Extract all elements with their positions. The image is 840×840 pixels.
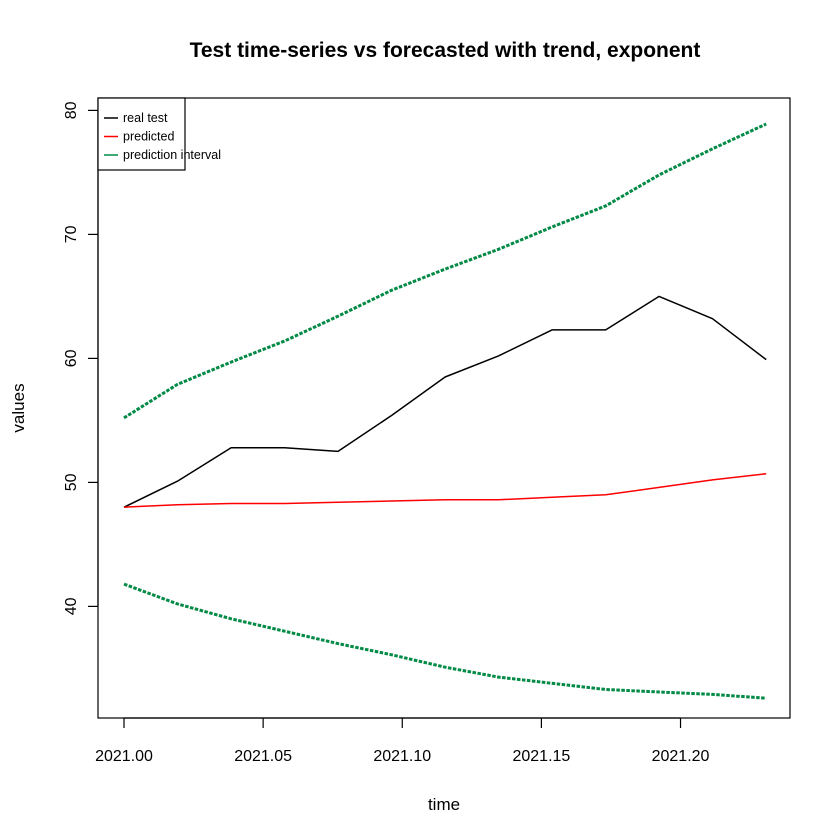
legend-entry: prediction interval xyxy=(123,148,221,162)
x-tick-label: 2021.00 xyxy=(95,748,153,765)
y-tick-label: 60 xyxy=(63,349,80,367)
x-tick-label: 2021.05 xyxy=(234,748,292,765)
y-tick-label: 50 xyxy=(63,473,80,491)
x-tick-label: 2021.15 xyxy=(512,748,570,765)
y-axis: 40 50 60 70 80 xyxy=(63,101,99,615)
x-axis: 2021.00 2021.05 2021.10 2021.15 2021.20 xyxy=(95,717,710,765)
x-tick-label: 2021.20 xyxy=(652,748,710,765)
y-tick-label: 80 xyxy=(63,101,80,119)
y-tick-label: 40 xyxy=(63,597,80,615)
x-axis-label: time xyxy=(428,795,460,814)
plot-area xyxy=(97,97,791,719)
legend: real test predicted prediction interval xyxy=(97,97,221,171)
series-line-2 xyxy=(123,122,767,420)
legend-entry: predicted xyxy=(123,130,174,144)
x-tick-label: 2021.10 xyxy=(373,748,431,765)
series-line-1 xyxy=(123,472,767,508)
series-line-3 xyxy=(123,582,767,700)
series-line-0 xyxy=(123,295,767,508)
legend-box xyxy=(97,97,186,171)
y-axis-label: values xyxy=(9,383,28,432)
y-tick-label: 70 xyxy=(63,225,80,243)
chart-title: Test time-series vs forecasted with tren… xyxy=(190,39,701,62)
series-layer xyxy=(123,122,767,700)
legend-entry: real test xyxy=(123,111,168,125)
